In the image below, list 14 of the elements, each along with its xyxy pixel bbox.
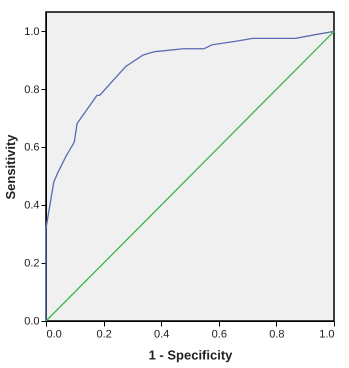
x-tick-label: 1.0 [319,328,334,340]
x-tick-label: 0.6 [212,328,227,340]
x-axis-title: 1 - Specificity [148,348,234,362]
y-tick-label: 0.6 [24,142,40,154]
y-axis-title: Sensitivity [3,134,18,200]
y-tick-label: 0.2 [24,258,40,270]
y-tick-label: 0.8 [24,84,40,96]
x-tick-label: 0.0 [46,328,62,340]
y-tick-label: 0.0 [24,316,40,328]
x-tick-label: 0.8 [269,328,285,340]
x-tick-label: 0.2 [96,328,112,340]
y-tick-label: 0.4 [24,200,40,212]
x-tick-label: 0.4 [154,328,170,340]
y-tick-label: 1.0 [24,26,40,38]
